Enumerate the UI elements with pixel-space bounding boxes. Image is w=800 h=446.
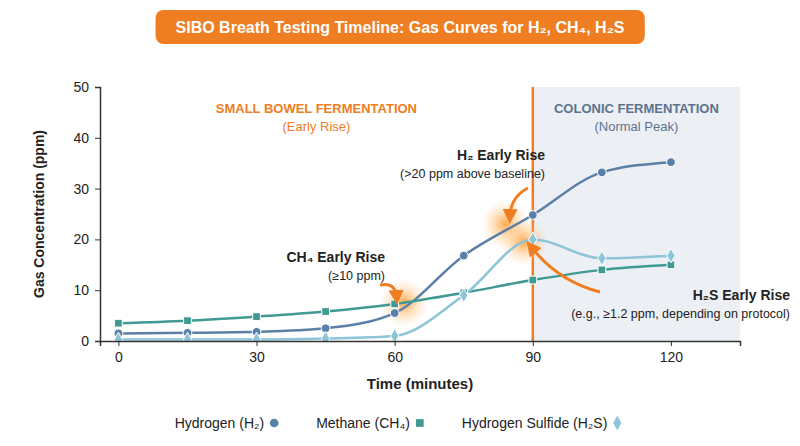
series-line: [118, 239, 671, 339]
x-axis: 0 30 60 90 120: [101, 341, 741, 365]
data-point: [253, 313, 261, 321]
region-label: SMALL BOWEL FERMENTATION: [216, 101, 417, 116]
tick-label: 0: [81, 333, 89, 349]
legend-marker: [270, 419, 279, 428]
legend-label: Methane (CH₄): [316, 415, 410, 431]
data-point: [252, 332, 260, 341]
tick-mark: [671, 341, 672, 346]
tick-label: 30: [73, 181, 89, 197]
tick: 0: [115, 341, 123, 365]
tick-mark: [95, 138, 100, 139]
tick: 20: [73, 231, 100, 247]
legend-label: Hydrogen (H₂): [175, 415, 264, 431]
annotation-arrow: [531, 247, 600, 292]
tick-label: 30: [249, 349, 265, 365]
region-sublabel: (Early Rise): [282, 119, 350, 134]
tick-mark: [95, 189, 100, 190]
tick-label: 120: [660, 349, 684, 365]
data-point: [390, 309, 399, 318]
tick: 40: [73, 130, 100, 146]
data-point: [184, 317, 192, 325]
tick-mark: [533, 341, 534, 346]
tick: 0: [81, 333, 100, 349]
tick: 60: [387, 341, 403, 365]
tick-label: 0: [115, 349, 123, 365]
legend-label: Hydrogen Sulfide (H₂S): [462, 415, 608, 431]
annotation-title: CH₄ Early Rise: [287, 249, 386, 265]
tick: 30: [73, 181, 100, 197]
data-point: [114, 332, 122, 341]
region-band: [100, 87, 533, 341]
tick: 120: [660, 341, 684, 365]
tick-label: 10: [73, 282, 89, 298]
tick: 50: [73, 79, 100, 95]
tick-mark: [95, 239, 100, 240]
legend-marker: [416, 419, 424, 427]
plot-area: [100, 87, 740, 341]
data-point: [321, 331, 329, 341]
annotation-arrow: [380, 284, 397, 297]
data-point: [598, 266, 606, 274]
region-label: COLONIC FERMENTATION: [554, 101, 719, 116]
annotation-text: (e.g., ≥1.2 ppm, depending on protocol): [571, 307, 790, 321]
annotation-title: H₂ Early Rise: [457, 147, 545, 163]
region-sublabel: (Normal Peak): [595, 119, 679, 134]
x-axis-title: Time (minutes): [367, 375, 473, 392]
tick: 90: [526, 341, 542, 365]
data-point: [598, 251, 606, 265]
legend: Hydrogen (H₂) Methane (CH₄) Hydrogen Sulfi…: [175, 415, 622, 431]
y-axis: 0 10 20 30 40 50: [73, 79, 100, 349]
data-point: [667, 248, 675, 262]
legend-item: Methane (CH₄): [316, 415, 424, 431]
chart-title: SIBO Breath Testing Timeline: Gas Curves…: [176, 19, 625, 36]
tick-mark: [95, 87, 100, 88]
data-point: [391, 329, 399, 341]
data-point: [391, 300, 399, 308]
tick-label: 50: [73, 79, 89, 95]
tick: 10: [73, 282, 100, 298]
tick-mark: [95, 341, 100, 342]
data-point: [115, 319, 123, 327]
title-banner: SIBO Breath Testing Timeline: Gas Curves…: [156, 10, 645, 44]
tick-label: 40: [73, 130, 89, 146]
annotation-text: (>20 ppm above baseline): [400, 167, 545, 181]
tick: 30: [249, 341, 265, 365]
legend-item: Hydrogen (H₂): [175, 415, 279, 431]
tick-mark: [395, 341, 396, 346]
axis-line: [95, 88, 101, 342]
title-background: [156, 10, 645, 44]
legend-item: Hydrogen Sulfide (H₂S): [462, 415, 622, 431]
data-point: [460, 288, 468, 302]
tick-label: 20: [73, 231, 89, 247]
tick-label: 60: [387, 349, 403, 365]
data-point: [183, 332, 191, 341]
data-point: [598, 168, 607, 177]
tick-mark: [118, 341, 119, 346]
data-point: [459, 251, 468, 260]
data-point: [322, 308, 330, 316]
legend-marker: [613, 416, 621, 430]
tick-mark: [257, 341, 258, 346]
axis-line: [101, 342, 741, 347]
data-point: [667, 158, 676, 167]
chart-svg: SIBO Breath Testing Timeline: Gas Curves…: [0, 0, 800, 446]
annotation-title: H₂S Early Rise: [693, 287, 790, 303]
y-axis-title: Gas Concentration (ppm): [31, 130, 47, 298]
data-point: [529, 232, 537, 246]
data-point: [528, 211, 537, 220]
tick-mark: [95, 290, 100, 291]
tick-label: 90: [526, 349, 542, 365]
annotation-text: (≥10 ppm): [328, 269, 385, 283]
data-point: [529, 276, 537, 284]
annotation-arrow: [510, 188, 528, 217]
